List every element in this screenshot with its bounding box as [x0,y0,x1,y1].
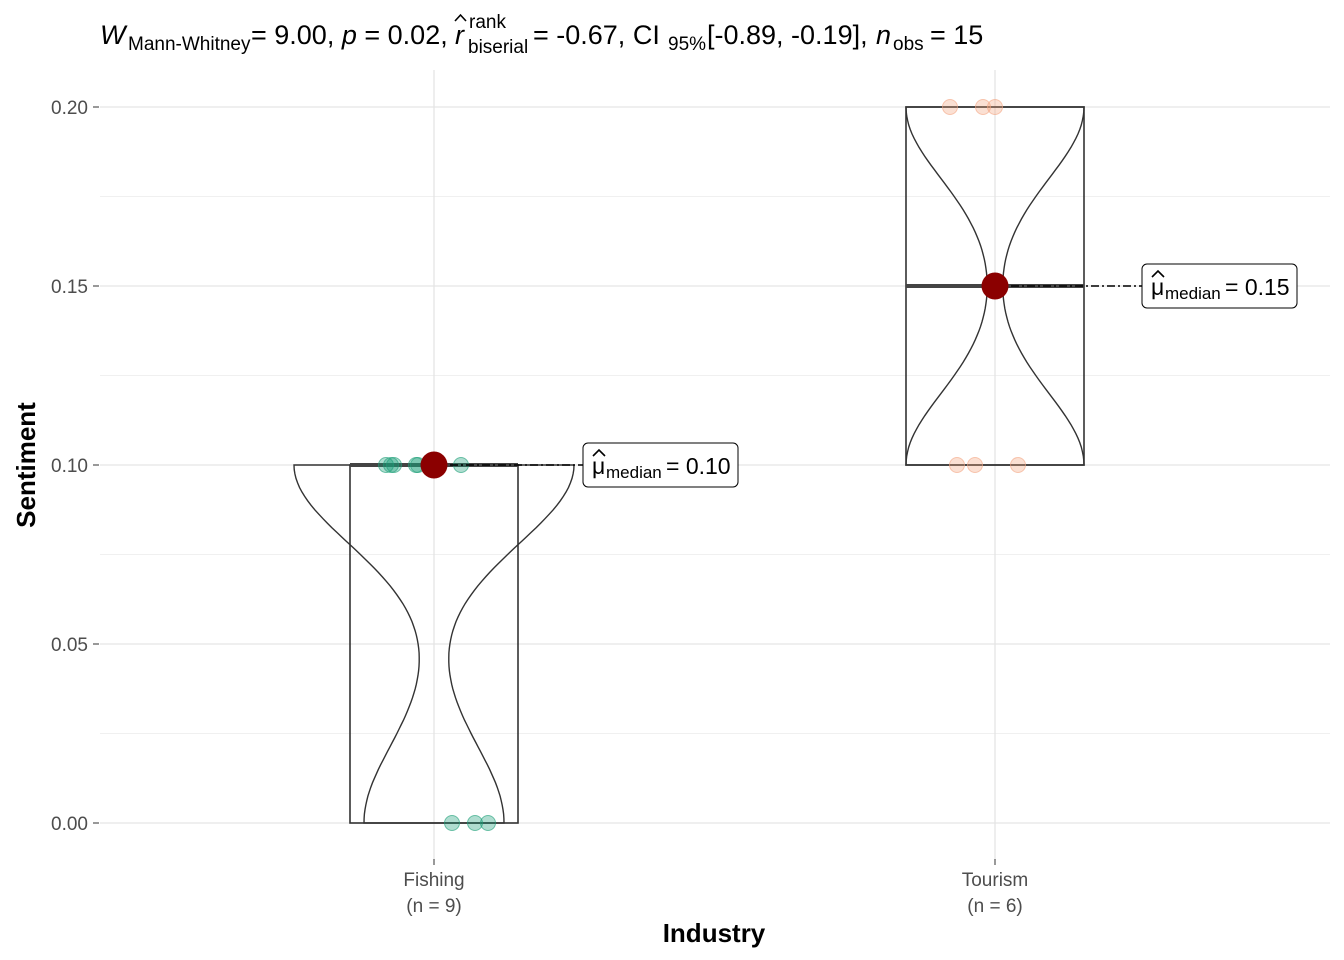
median-label-symbol: μ [592,453,605,479]
y-tick-label: 0.00 [51,814,88,835]
median-label-sub: median [606,463,662,482]
median-label-box [1141,263,1298,309]
title-stat-sub: Mann-Whitney [128,34,251,55]
title-effect-sup: rank [469,12,506,33]
hat-icon [454,13,467,22]
title-effect-symbol: r [455,20,465,50]
x-axis-title: Industry [663,918,766,948]
median-point [420,451,448,479]
median-point [981,272,1009,300]
data-point [1010,457,1026,473]
x-axis-ticks: Fishing (n = 9) Tourism (n = 6) [403,859,1028,917]
medians: μ median = 0.10μ median = 0.15 [420,263,1298,488]
title-n-symbol: n [876,20,891,50]
x-tick-label: Fishing [403,870,464,891]
median-label-symbol: μ [1151,274,1164,300]
title-ci-sub: 95% [668,34,706,55]
y-axis-title: Sentiment [11,402,41,528]
median-label-value: = 0.15 [1225,274,1290,300]
y-axis-ticks: 0.00 0.05 0.10 0.15 0.20 [51,98,99,835]
title-effect-sub: biserial [468,37,528,58]
x-tick-label: Tourism [962,870,1029,891]
violin-fishing [293,464,575,824]
hat-icon [1151,269,1165,278]
data-point [987,99,1003,115]
data-point [480,815,496,831]
data-point [975,99,991,115]
median-label-value: = 0.10 [666,453,731,479]
x-tick-n-label: (n = 9) [406,896,461,917]
title-effect-value: = -0.67, CI [533,20,660,50]
title-n-sub: obs [893,34,924,55]
data-point [386,457,402,473]
data-point [444,815,460,831]
title-ci-value: [-0.89, -0.19], [707,20,868,50]
data-point [949,457,965,473]
title-stat-symbol: W [100,20,128,50]
x-tick-n-label: (n = 6) [967,896,1022,917]
y-tick-label: 0.20 [51,98,88,119]
title-stat-p: = 9.00, p = 0.02, [251,20,448,50]
median-label-box [582,442,739,488]
chart-title: W Mann-Whitney = 9.00, p = 0.02, r rank … [100,12,983,58]
data-point [942,99,958,115]
data-point [967,457,983,473]
points [378,99,1026,831]
data-point [467,815,483,831]
y-tick-label: 0.15 [51,277,88,298]
y-tick-label: 0.10 [51,456,88,477]
title-n-value: = 15 [930,20,983,50]
median-label-sub: median [1165,284,1221,303]
y-tick-label: 0.05 [51,635,88,656]
hat-icon [592,448,606,457]
